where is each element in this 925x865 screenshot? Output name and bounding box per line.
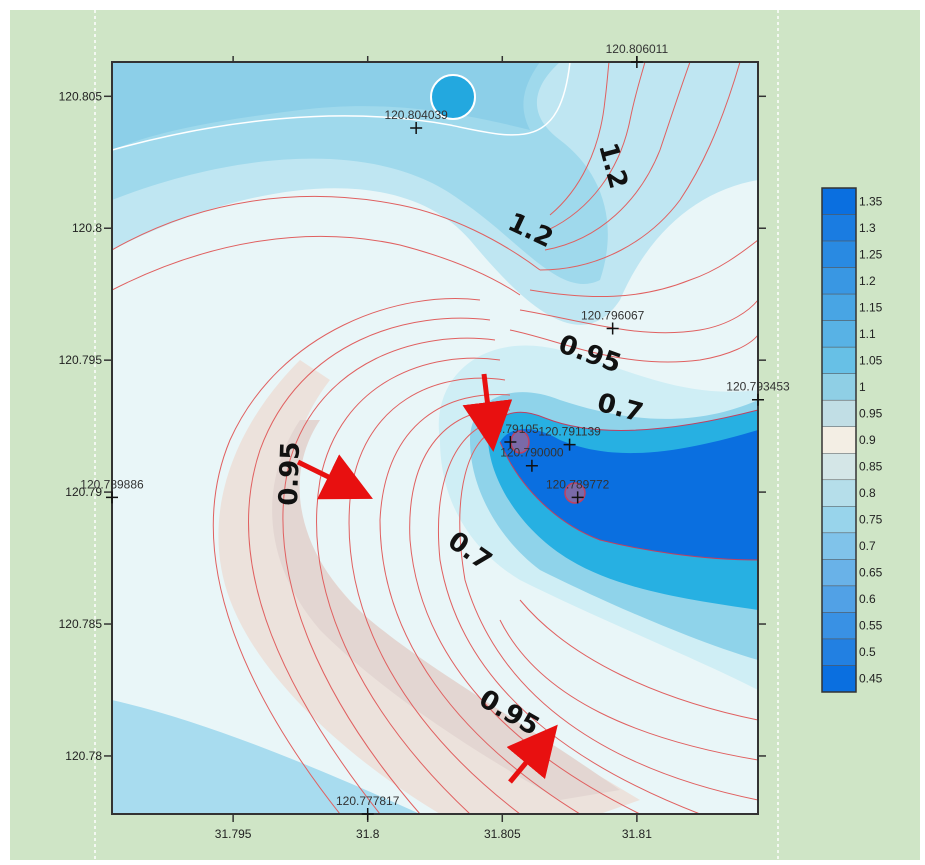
legend-swatch — [822, 559, 856, 586]
legend-label: 1 — [859, 380, 866, 394]
legend-label: 0.85 — [859, 460, 883, 474]
legend-swatch — [822, 533, 856, 560]
legend-label: 1.25 — [859, 247, 883, 261]
well-label: 120.790000 — [500, 446, 564, 460]
legend-swatch — [822, 347, 856, 374]
x-tick-label: 31.81 — [622, 827, 652, 841]
legend-label: 0.8 — [859, 486, 876, 500]
well-label: 120.804039 — [384, 108, 448, 122]
legend-swatch — [822, 374, 856, 401]
well-label: 120.796067 — [581, 308, 645, 322]
legend-swatch — [822, 453, 856, 480]
y-tick-label: 120.78 — [65, 749, 102, 763]
legend-swatch — [822, 215, 856, 242]
legend-label: 0.9 — [859, 433, 876, 447]
legend-swatch — [822, 321, 856, 348]
well-label: 120.806011 — [606, 42, 669, 56]
contour-label: 0.95 — [274, 441, 306, 506]
color-legend: 1.35 1.3 1.25 1.2 1.15 1.1 1.05 1 0.95 0.9 0.85 0.8… — [822, 188, 883, 692]
contour-field — [112, 62, 758, 814]
legend-label: 0.95 — [859, 406, 883, 420]
well-label: 120.791139 — [538, 425, 601, 439]
x-tick-label: 31.795 — [215, 827, 252, 841]
legend-label: 0.6 — [859, 592, 876, 606]
legend-label: 1.1 — [859, 327, 876, 341]
legend-swatch — [822, 268, 856, 295]
legend-label: 1.2 — [859, 274, 876, 288]
legend-label: 0.5 — [859, 645, 876, 659]
legend-swatch — [822, 294, 856, 321]
legend-swatch — [822, 639, 856, 666]
well-label: 120.793453 — [726, 380, 790, 394]
x-tick-label: 31.805 — [484, 827, 521, 841]
legend-label: 0.75 — [859, 513, 883, 527]
legend-label: 1.15 — [859, 300, 883, 314]
legend-swatch — [822, 241, 856, 268]
legend-label: 0.55 — [859, 619, 883, 633]
legend-swatch — [822, 427, 856, 454]
legend-label: 1.3 — [859, 221, 876, 235]
legend-label: 0.45 — [859, 672, 883, 686]
y-tick-label: 120.805 — [59, 89, 103, 103]
legend-swatch — [822, 665, 856, 692]
well-label: 120.777817 — [336, 794, 400, 808]
legend-swatch — [822, 506, 856, 533]
legend-label: 1.35 — [859, 194, 883, 208]
well-label: 120.789886 — [80, 477, 144, 491]
legend-swatch — [822, 480, 856, 507]
legend-label: 0.65 — [859, 566, 883, 580]
legend-label: 0.7 — [859, 539, 876, 553]
y-tick-label: 120.795 — [59, 353, 103, 367]
legend-swatch — [822, 400, 856, 427]
x-tick-label: 31.8 — [356, 827, 380, 841]
legend-swatch — [822, 612, 856, 639]
y-tick-label: 120.785 — [59, 617, 103, 631]
legend-swatch — [822, 188, 856, 215]
y-tick-label: 120.8 — [72, 221, 102, 235]
legend-label: 1.05 — [859, 353, 883, 367]
legend-swatch — [822, 586, 856, 613]
well-label: 120.789772 — [546, 477, 610, 491]
